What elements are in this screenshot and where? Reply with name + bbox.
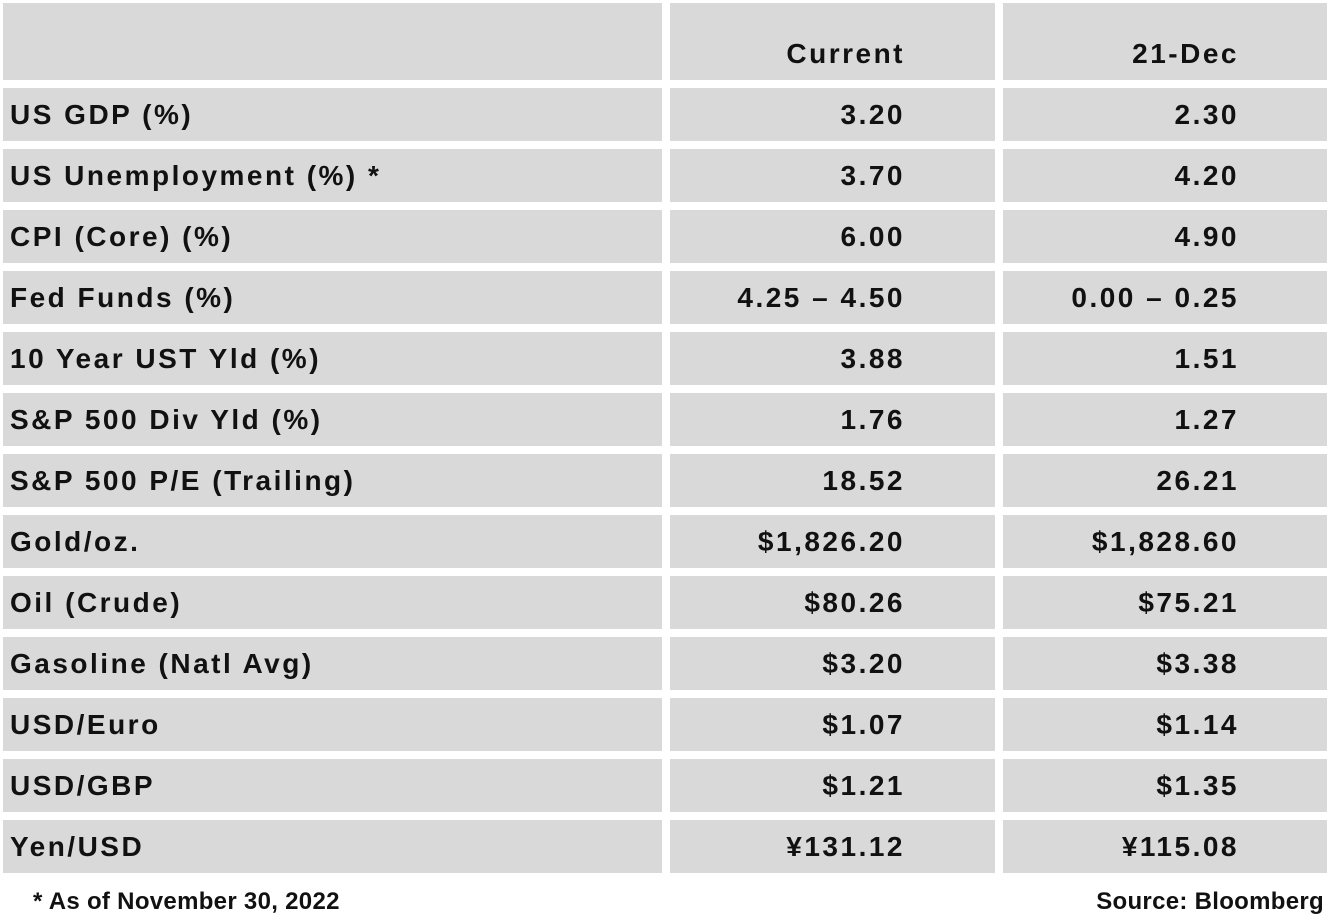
row-label: CPI (Core) (%) (3, 210, 662, 263)
value-cell: $1.35 (1003, 759, 1327, 812)
row-label: S&P 500 Div Yld (%) (3, 393, 662, 446)
row-label: Yen/USD (3, 820, 662, 873)
row-label: US Unemployment (%) * (3, 149, 662, 202)
footnote: * As of November 30, 2022 (33, 888, 340, 915)
value-cell: 1.76 (670, 393, 995, 446)
value-cell: $1.14 (1003, 698, 1327, 751)
row-label: US GDP (%) (3, 88, 662, 141)
source-note: Source: Bloomberg (1096, 888, 1324, 915)
row-label: Gasoline (Natl Avg) (3, 637, 662, 690)
row-label: Gold/oz. (3, 515, 662, 568)
value-cell: 2.30 (1003, 88, 1327, 141)
row-label: Oil (Crude) (3, 576, 662, 629)
column-header: 21-Dec (1003, 3, 1327, 80)
header-cell (3, 3, 662, 80)
value-cell: 4.20 (1003, 149, 1327, 202)
value-cell: 18.52 (670, 454, 995, 507)
value-cell: $3.38 (1003, 637, 1327, 690)
value-cell: 1.27 (1003, 393, 1327, 446)
value-cell: 3.70 (670, 149, 995, 202)
value-cell: 3.20 (670, 88, 995, 141)
row-label: USD/GBP (3, 759, 662, 812)
data-table: Current 21-Dec US GDP (%) 3.20 2.30 US Unempl… (3, 3, 1327, 873)
value-cell: 26.21 (1003, 454, 1327, 507)
value-cell: 4.25 – 4.50 (670, 271, 995, 324)
value-cell: $1.07 (670, 698, 995, 751)
value-cell: ¥115.08 (1003, 820, 1327, 873)
value-cell: 0.00 – 0.25 (1003, 271, 1327, 324)
row-label: USD/Euro (3, 698, 662, 751)
value-cell: $1,826.20 (670, 515, 995, 568)
value-cell: 6.00 (670, 210, 995, 263)
row-label: 10 Year UST Yld (%) (3, 332, 662, 385)
value-cell: $1.21 (670, 759, 995, 812)
value-cell: $3.20 (670, 637, 995, 690)
value-cell: 3.88 (670, 332, 995, 385)
column-header: Current (670, 3, 995, 80)
value-cell: $1,828.60 (1003, 515, 1327, 568)
row-label: S&P 500 P/E (Trailing) (3, 454, 662, 507)
value-cell: $80.26 (670, 576, 995, 629)
value-cell: 4.90 (1003, 210, 1327, 263)
row-label: Fed Funds (%) (3, 271, 662, 324)
value-cell: $75.21 (1003, 576, 1327, 629)
value-cell: 1.51 (1003, 332, 1327, 385)
value-cell: ¥131.12 (670, 820, 995, 873)
